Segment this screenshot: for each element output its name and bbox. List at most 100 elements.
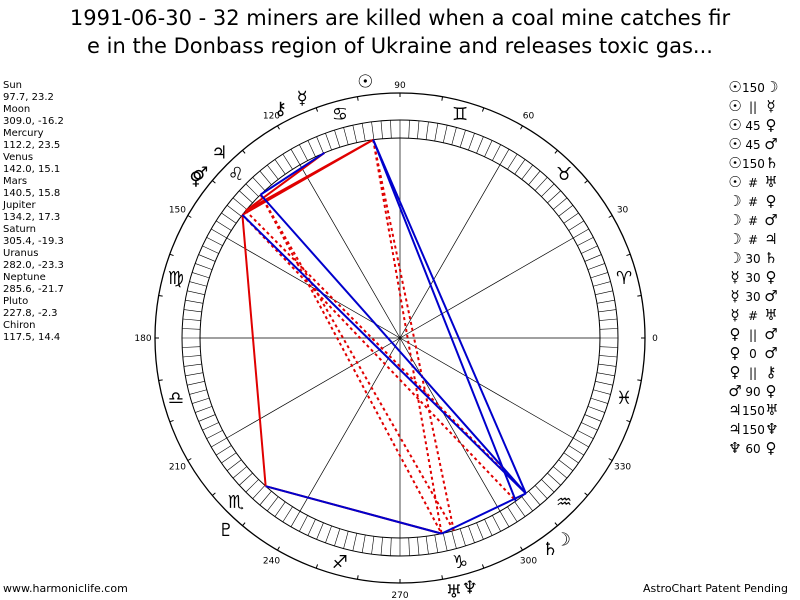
aspect-symbol: 150 [742, 81, 765, 95]
ring-tick [239, 190, 253, 204]
ring-tick [239, 472, 253, 486]
ring-tick [584, 414, 602, 422]
ring-tick [182, 346, 201, 348]
degree-label: 180 [134, 334, 151, 344]
aspect-planet-glyph: ⚷ [765, 363, 777, 381]
aspect-planet-glyph: ♀ [729, 344, 741, 362]
aspect-planet-glyph: ☿ [766, 97, 776, 115]
ring-tick [245, 479, 259, 493]
ring-tick [185, 372, 204, 377]
planet-name: Mercury [3, 128, 44, 139]
ring-tick [573, 437, 589, 448]
ring-tick [568, 445, 585, 456]
degree-label: 330 [614, 463, 631, 473]
ring-tick [541, 183, 555, 197]
ring-tick [599, 355, 618, 358]
ring-tick [593, 389, 611, 395]
ring-tick [553, 466, 568, 479]
planet-coords: 134.2, 17.3 [3, 212, 61, 223]
aspect-planet-glyph: ♂ [764, 344, 778, 362]
ring-tick [598, 309, 617, 313]
ring-tick [282, 153, 293, 170]
aspect-row: ☉ # ♅ [728, 173, 779, 192]
outer-tick [315, 107, 319, 112]
ring-tick [596, 299, 615, 304]
ring-tick [325, 525, 332, 543]
planet-coords: 97.7, 23.2 [3, 92, 54, 103]
zodiac-sign-glyph: ♌ [228, 164, 244, 185]
ring-tick [343, 127, 349, 145]
ring-tick [187, 380, 205, 386]
outer-tick [158, 294, 163, 297]
aspect-row: ☉ || ☿ [728, 97, 779, 116]
ring-tick [590, 272, 609, 279]
planet-glyph-uranus: ♅ [446, 581, 462, 600]
ring-tick [259, 491, 272, 506]
degree-label: 300 [520, 557, 537, 567]
ring-tick [417, 120, 420, 139]
ring-tick [361, 534, 366, 553]
ring-tick [514, 159, 526, 175]
aspect-planet-glyph: ☽ [765, 78, 779, 96]
ring-tick [599, 346, 618, 348]
ring-tick [252, 177, 266, 191]
ring-tick [259, 170, 272, 185]
ring-tick [274, 501, 286, 517]
ring-tick [299, 515, 308, 532]
ring-tick [307, 140, 316, 157]
outer-tick [211, 492, 216, 496]
ring-tick [380, 537, 383, 556]
ring-tick [195, 263, 213, 270]
degree-label: 90 [394, 81, 406, 91]
ring-tick [390, 537, 392, 556]
ring-tick [425, 121, 429, 140]
planet-coords: 305.4, -19.3 [3, 236, 64, 247]
ring-tick [183, 363, 202, 367]
aspect-symbol: # [747, 176, 759, 190]
zodiac-sign-glyph: ♓ [616, 388, 632, 409]
ring-tick [568, 220, 585, 231]
ring-tick [553, 197, 568, 210]
ring-tick [371, 536, 375, 555]
ring-tick [434, 534, 439, 553]
outer-tick [554, 149, 558, 154]
aspect-line [372, 139, 443, 534]
ring-tick [267, 164, 279, 180]
ring-tick [189, 389, 207, 395]
aspect-symbol: 0 [749, 347, 757, 361]
ring-tick [226, 459, 242, 471]
outer-tick [187, 458, 192, 461]
aspect-symbol: 45 [745, 138, 761, 152]
ring-tick [325, 133, 332, 151]
outer-tick [626, 253, 631, 257]
ring-tick [558, 459, 574, 471]
ring-tick [598, 363, 617, 367]
aspect-symbol: 150 [742, 157, 765, 171]
ring-tick [189, 281, 207, 287]
ring-tick [468, 525, 475, 543]
ring-tick [334, 129, 341, 148]
ring-tick [593, 281, 611, 287]
ring-tick [206, 430, 223, 439]
outer-tick [481, 564, 485, 569]
outer-tick [584, 180, 589, 184]
ring-tick [499, 149, 510, 165]
aspect-row: ☽ # ♀ [728, 192, 779, 211]
zodiac-sign-glyph: ♑ [452, 552, 468, 573]
ring-tick [226, 205, 242, 217]
outer-tick [158, 379, 163, 382]
ring-tick [352, 533, 358, 551]
aspect-list: ☉150☽ ☉ || ☿ ☉ 45 ♀ ☉ 45 ♂ ☉150♄ ☉ # ♅ ☽ # ♀ ☽ # ♂ ☽ # ♃ ☽ 30 ♄ ☿ 3… [728, 78, 779, 458]
planet-glyph-jupiter: ♃ [211, 142, 227, 163]
planet-coords: 282.0, -23.3 [3, 260, 64, 271]
aspect-row: ☉150♄ [728, 154, 779, 173]
aspect-row: ☿ 30 ♂ [728, 287, 779, 306]
title-line-1: 1991-06-30 - 32 miners are killed when a… [69, 6, 731, 30]
ring-tick [459, 528, 466, 547]
zodiac-sign-glyph: ♉ [556, 164, 572, 185]
outer-tick [608, 458, 613, 461]
aspect-planet-glyph: ♀ [729, 325, 741, 343]
ring-tick [476, 522, 484, 540]
zodiac-sign-glyph: ♏ [228, 492, 244, 513]
aspect-planet-glyph: ♂ [764, 211, 778, 229]
